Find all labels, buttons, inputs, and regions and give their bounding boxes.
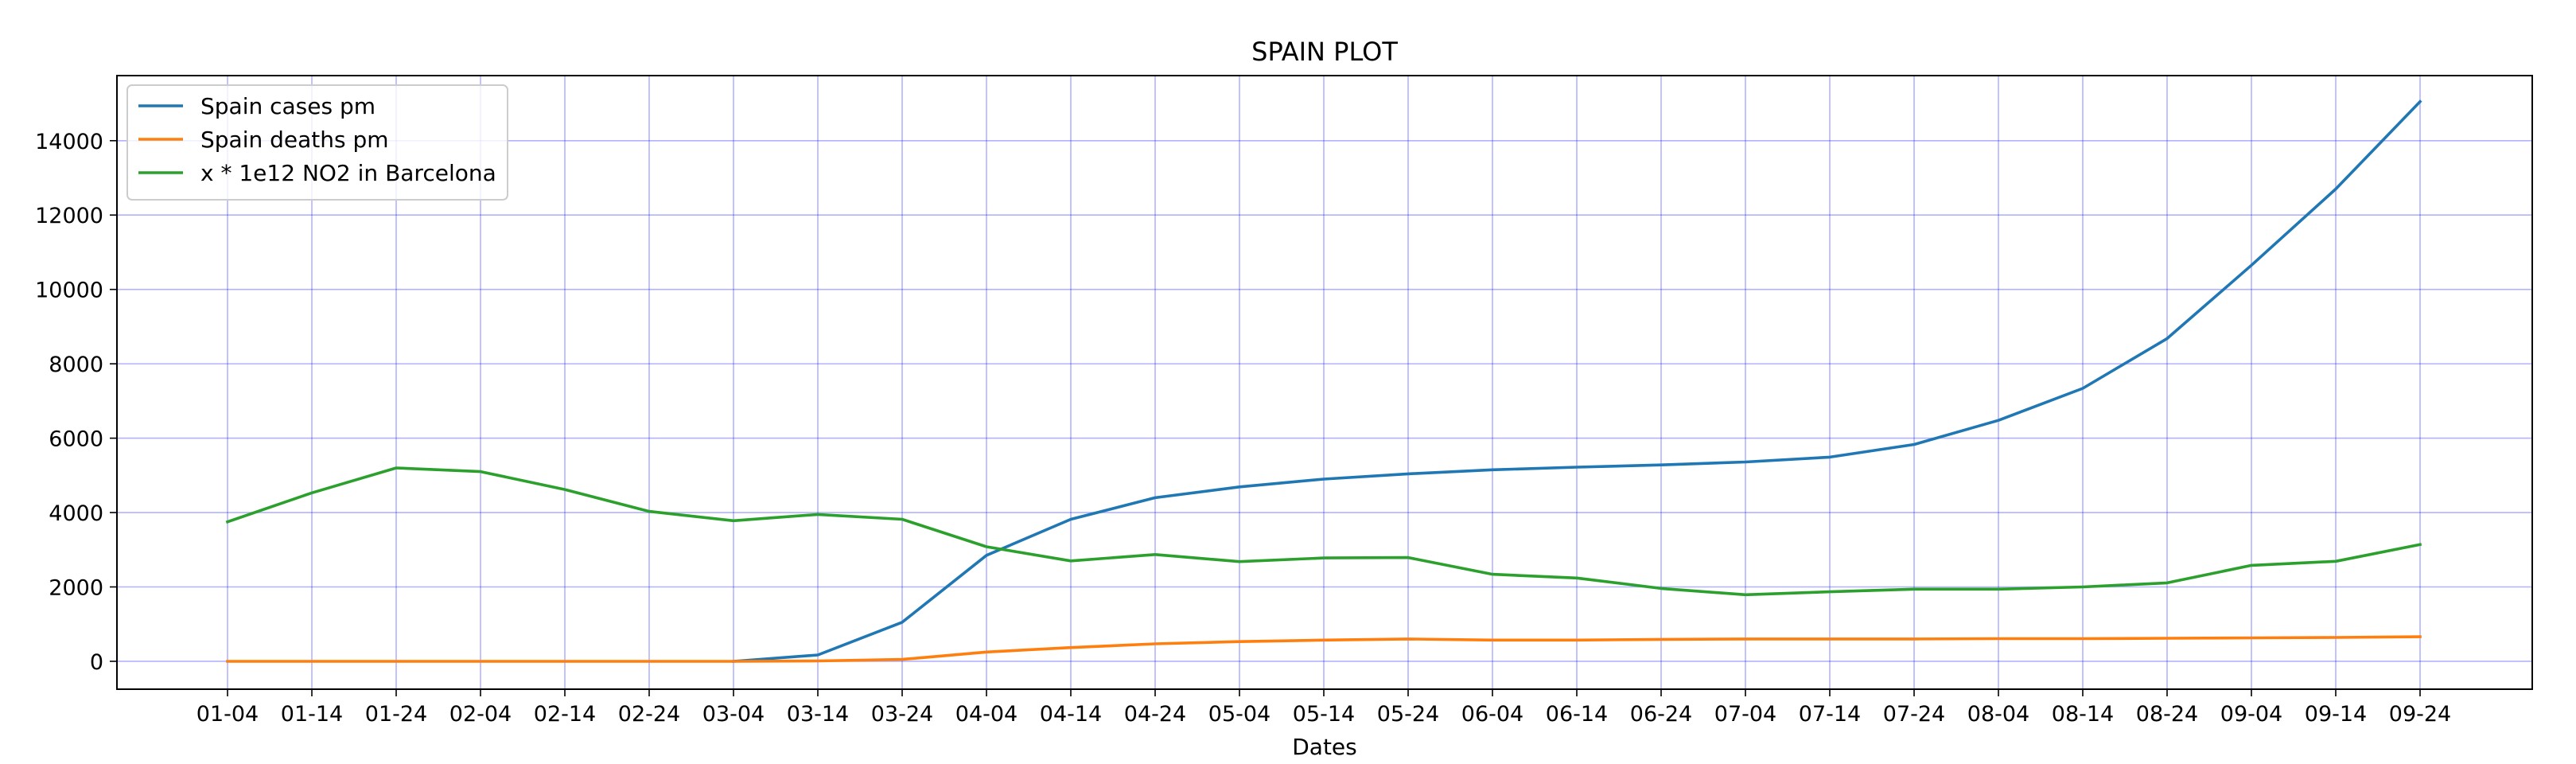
x-tick-label: 08-04	[1967, 702, 2029, 727]
x-tick-label: 01-14	[281, 702, 343, 727]
x-tick-label: 06-14	[1546, 702, 1608, 727]
legend-box	[126, 84, 508, 201]
series-lines	[225, 99, 2422, 663]
y-tick-label: 0	[90, 650, 103, 675]
x-tick-label: 05-04	[1208, 702, 1270, 727]
x-tick-label: 03-04	[702, 702, 765, 727]
y-tick-label: 12000	[35, 204, 103, 228]
legend-entry-label: Spain deaths pm	[200, 127, 389, 153]
x-tick-label: 02-04	[449, 702, 512, 727]
plot-frame	[116, 75, 2533, 690]
x-tick-label: 02-14	[534, 702, 596, 727]
x-tick-label: 06-04	[1461, 702, 1523, 727]
y-tick-label: 8000	[49, 353, 103, 377]
x-tick-label: 03-24	[871, 702, 933, 727]
y-tick-label: 14000	[35, 130, 103, 154]
x-tick-label: 08-14	[2052, 702, 2114, 727]
x-tick-label: 08-24	[2136, 702, 2198, 727]
x-tick-label: 04-04	[955, 702, 1018, 727]
x-tick-label: 07-14	[1799, 702, 1861, 727]
series-line-2	[225, 466, 2422, 597]
x-tick-label: 01-04	[197, 702, 259, 727]
x-tick-label: 09-14	[2305, 702, 2367, 727]
x-tick-label: 07-04	[1714, 702, 1776, 727]
x-tick-label: 09-24	[2389, 702, 2451, 727]
y-tick-label: 2000	[49, 576, 103, 601]
legend-entry-label: Spain cases pm	[200, 93, 376, 119]
x-axis-label: Dates	[1292, 734, 1357, 760]
x-tick-label: 05-14	[1293, 702, 1355, 727]
x-tick-label: 01-24	[365, 702, 427, 727]
x-tick-label: 06-24	[1630, 702, 1692, 727]
x-axis-ticks: 01-04 01-14 01-24 02-04 02-14 02-24 03-04 03-14…	[197, 689, 2451, 727]
x-tick-label: 03-14	[787, 702, 849, 727]
y-tick-label: 6000	[49, 427, 103, 452]
x-tick-label: 04-24	[1124, 702, 1186, 727]
y-tick-label: 10000	[35, 279, 103, 303]
x-tick-label: 02-24	[618, 702, 680, 727]
y-tick-label: 4000	[49, 501, 103, 526]
series-line-0	[732, 99, 2422, 663]
legend: Spain cases pm Spain deaths pm x * 1e12 NO…	[126, 84, 508, 201]
series-line-1	[226, 635, 2422, 663]
legend-entry-label: x * 1e12 NO2 in Barcelona	[200, 160, 496, 186]
x-tick-label: 05-24	[1377, 702, 1439, 727]
x-tick-label: 07-24	[1883, 702, 1945, 727]
y-axis-ticks: 0 2000 4000 6000 8000 10000 12000 14000	[35, 130, 117, 675]
chart-title: SPAIN PLOT	[1251, 37, 1398, 67]
x-tick-label: 04-14	[1040, 702, 1102, 727]
x-tick-label: 09-04	[2220, 702, 2282, 727]
